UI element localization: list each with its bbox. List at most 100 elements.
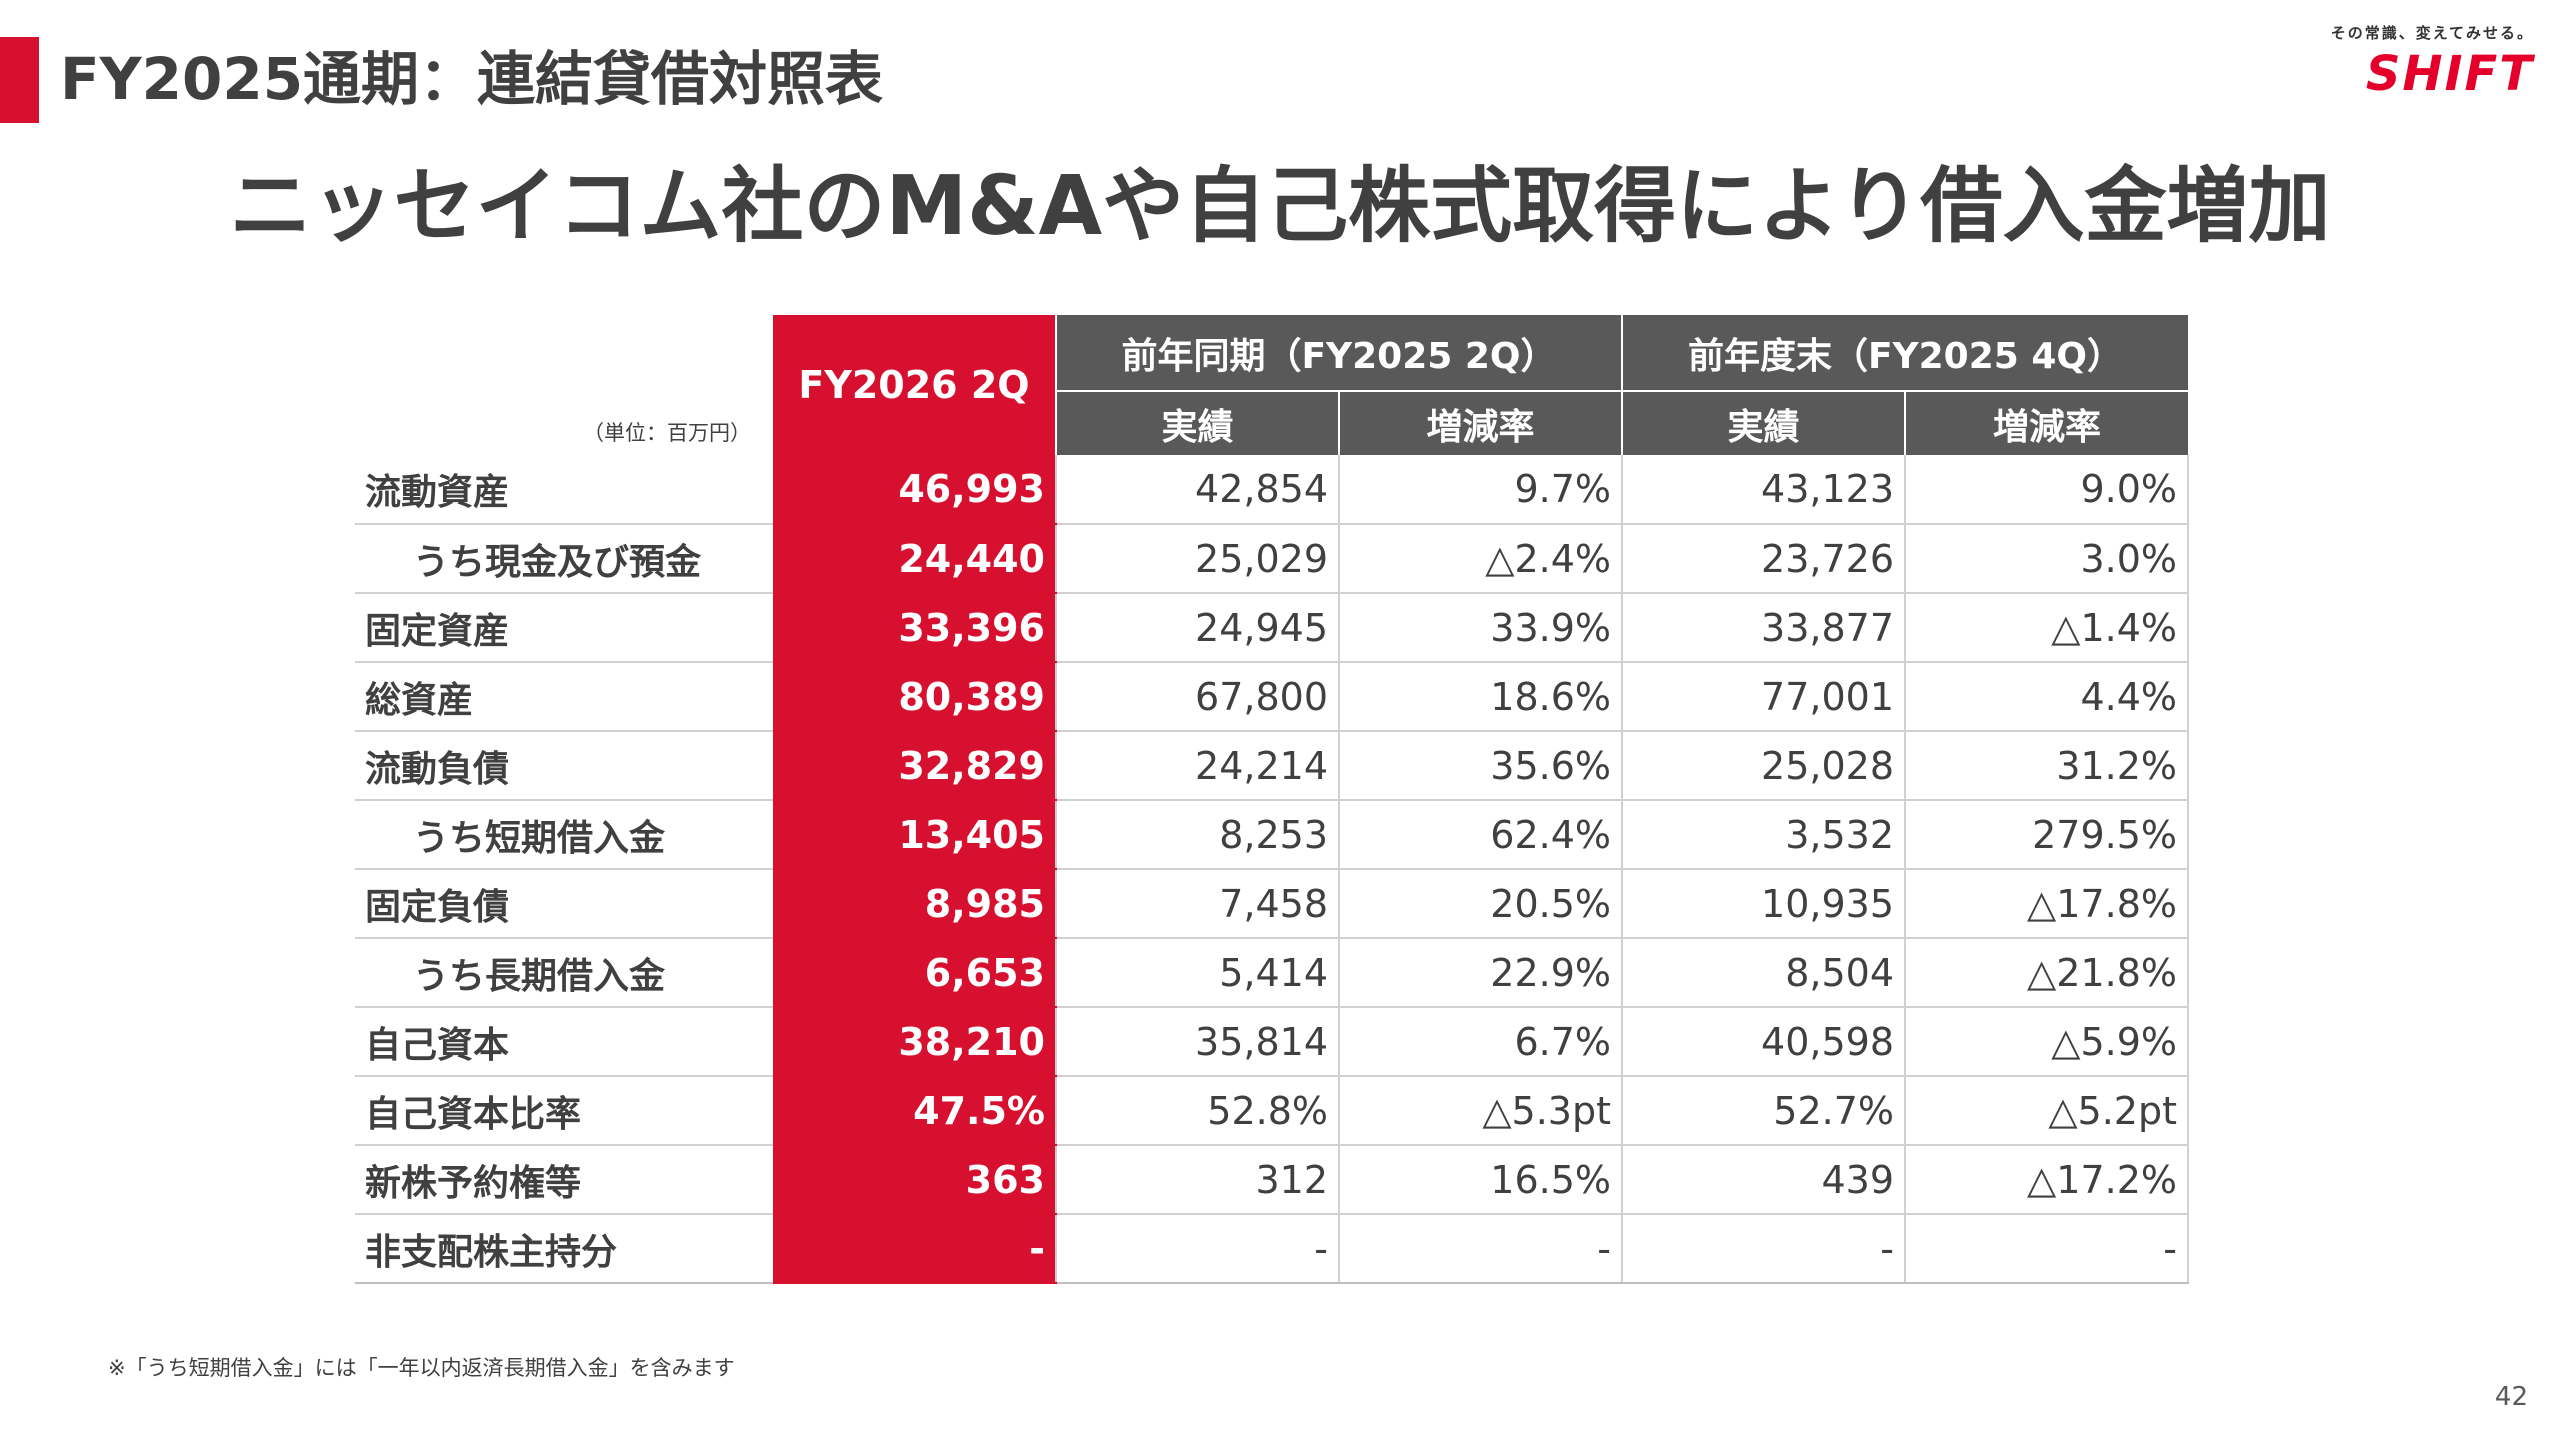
row-label: 固定負債 <box>355 869 773 939</box>
current-value-cell: 363 <box>773 1145 1056 1215</box>
current-value-cell: 6,653 <box>773 938 1056 1008</box>
prior-period-rate-cell: 18.6% <box>1338 662 1622 732</box>
prior-year-end-actual-cell: 3,532 <box>1621 800 1905 870</box>
current-value-cell: - <box>773 1214 1056 1284</box>
prior-year-end-rate-cell: △21.8% <box>1904 938 2189 1008</box>
table-row: うち短期借入金 13,405 8,253 62.4% 3,532 279.5% <box>355 800 2189 870</box>
table-row: 総資産 80,389 67,800 18.6% 77,001 4.4% <box>355 662 2189 732</box>
sub-header-change-rate: 増減率 <box>1338 391 1622 455</box>
prior-period-rate-cell: 22.9% <box>1338 938 1622 1008</box>
prior-year-end-rate-cell: 4.4% <box>1904 662 2189 732</box>
prior-year-end-rate-cell: 3.0% <box>1904 524 2189 594</box>
table-row: 新株予約権等 363 312 16.5% 439 △17.2% <box>355 1145 2189 1215</box>
group-header-prior-year-period: 前年同期（FY2025 2Q） <box>1055 315 1622 392</box>
prior-period-actual-cell: 25,029 <box>1055 524 1339 594</box>
row-label: うち現金及び預金 <box>355 524 773 594</box>
prior-year-end-actual-cell: - <box>1621 1214 1905 1284</box>
row-label: 総資産 <box>355 662 773 732</box>
current-value-cell: 46,993 <box>773 455 1056 525</box>
table-row: うち長期借入金 6,653 5,414 22.9% 8,504 △21.8% <box>355 938 2189 1008</box>
prior-period-actual-cell: 42,854 <box>1055 455 1339 525</box>
prior-period-actual-cell: 7,458 <box>1055 869 1339 939</box>
prior-period-actual-cell: 67,800 <box>1055 662 1339 732</box>
table-row: うち現金及び預金 24,440 25,029 △2.4% 23,726 3.0% <box>355 524 2189 594</box>
prior-period-rate-cell: 16.5% <box>1338 1145 1622 1215</box>
row-label: 非支配株主持分 <box>355 1214 773 1284</box>
sub-header-actual: 実績 <box>1055 391 1339 455</box>
prior-period-actual-cell: - <box>1055 1214 1339 1284</box>
current-value-cell: 47.5% <box>773 1076 1056 1146</box>
headline: ニッセイコム社のM&Aや自己株式取得により借入金増加 <box>229 159 2331 254</box>
group-header-prior-year-end: 前年度末（FY2025 4Q） <box>1621 315 2188 392</box>
title-accent-bar <box>0 37 39 123</box>
prior-period-rate-cell: △5.3pt <box>1338 1076 1622 1146</box>
prior-period-rate-cell: 6.7% <box>1338 1007 1622 1077</box>
prior-year-end-actual-cell: 10,935 <box>1621 869 1905 939</box>
sub-header-actual: 実績 <box>1621 391 1905 455</box>
prior-year-end-actual-cell: 43,123 <box>1621 455 1905 525</box>
logo-tagline: その常識、変えてみせる。 <box>2330 24 2534 42</box>
table-row: 流動負債 32,829 24,214 35.6% 25,028 31.2% <box>355 731 2189 801</box>
table-row: 固定資産 33,396 24,945 33.9% 33,877 △1.4% <box>355 593 2189 663</box>
prior-period-rate-cell: △2.4% <box>1338 524 1622 594</box>
prior-period-actual-cell: 312 <box>1055 1145 1339 1215</box>
prior-year-end-actual-cell: 52.7% <box>1621 1076 1905 1146</box>
prior-period-actual-cell: 35,814 <box>1055 1007 1339 1077</box>
prior-year-end-actual-cell: 40,598 <box>1621 1007 1905 1077</box>
prior-year-end-actual-cell: 33,877 <box>1621 593 1905 663</box>
row-label: うち長期借入金 <box>355 938 773 1008</box>
prior-period-rate-cell: - <box>1338 1214 1622 1284</box>
prior-year-end-rate-cell: △17.2% <box>1904 1145 2189 1215</box>
prior-period-rate-cell: 33.9% <box>1338 593 1622 663</box>
row-label: 流動負債 <box>355 731 773 801</box>
prior-period-rate-cell: 20.5% <box>1338 869 1622 939</box>
balance-sheet-table: （単位：百万円） FY2026 2Q 前年同期（FY2025 2Q） 前年度末（… <box>355 315 2189 1284</box>
current-value-cell: 38,210 <box>773 1007 1056 1077</box>
row-label: 自己資本 <box>355 1007 773 1077</box>
row-label: 固定資産 <box>355 593 773 663</box>
current-value-cell: 24,440 <box>773 524 1056 594</box>
prior-year-end-rate-cell: 279.5% <box>1904 800 2189 870</box>
logo-wordmark: SHIFT <box>2365 46 2534 102</box>
prior-year-end-actual-cell: 77,001 <box>1621 662 1905 732</box>
table-row: 自己資本比率 47.5% 52.8% △5.3pt 52.7% △5.2pt <box>355 1076 2189 1146</box>
prior-year-end-rate-cell: 31.2% <box>1904 731 2189 801</box>
slide-title: FY2025通期：連結貸借対照表 <box>60 45 884 113</box>
row-label: 流動資産 <box>355 455 773 525</box>
prior-period-actual-cell: 5,414 <box>1055 938 1339 1008</box>
footnote: ※「うち短期借入金」には「一年以内返済長期借入金」を含みます <box>108 1356 735 1380</box>
prior-period-actual-cell: 24,945 <box>1055 593 1339 663</box>
table-row: 流動資産 46,993 42,854 9.7% 43,123 9.0% <box>355 455 2189 525</box>
row-label: うち短期借入金 <box>355 800 773 870</box>
prior-period-rate-cell: 9.7% <box>1338 455 1622 525</box>
prior-year-end-rate-cell: △5.9% <box>1904 1007 2189 1077</box>
row-label: 新株予約権等 <box>355 1145 773 1215</box>
prior-period-actual-cell: 8,253 <box>1055 800 1339 870</box>
row-label: 自己資本比率 <box>355 1076 773 1146</box>
prior-year-end-rate-cell: - <box>1904 1214 2189 1284</box>
prior-period-rate-cell: 62.4% <box>1338 800 1622 870</box>
prior-year-end-actual-cell: 23,726 <box>1621 524 1905 594</box>
table-body: 流動資産 46,993 42,854 9.7% 43,123 9.0% うち現金及び預金 24… <box>355 455 2189 1284</box>
prior-period-rate-cell: 35.6% <box>1338 731 1622 801</box>
prior-year-end-actual-cell: 25,028 <box>1621 731 1905 801</box>
page-number: 42 <box>2494 1382 2528 1412</box>
prior-period-actual-cell: 24,214 <box>1055 731 1339 801</box>
table-row: 自己資本 38,210 35,814 6.7% 40,598 △5.9% <box>355 1007 2189 1077</box>
current-value-cell: 13,405 <box>773 800 1056 870</box>
current-value-cell: 32,829 <box>773 731 1056 801</box>
table-row: 固定負債 8,985 7,458 20.5% 10,935 △17.8% <box>355 869 2189 939</box>
main-column-header: FY2026 2Q <box>773 315 1056 455</box>
current-value-cell: 8,985 <box>773 869 1056 939</box>
current-value-cell: 80,389 <box>773 662 1056 732</box>
table-row: 非支配株主持分 - - - - - <box>355 1214 2189 1284</box>
sub-header-change-rate: 増減率 <box>1904 391 2188 455</box>
unit-label: （単位：百万円） <box>583 421 751 445</box>
prior-year-end-rate-cell: 9.0% <box>1904 455 2189 525</box>
prior-year-end-actual-cell: 439 <box>1621 1145 1905 1215</box>
prior-year-end-rate-cell: △5.2pt <box>1904 1076 2189 1146</box>
prior-year-end-actual-cell: 8,504 <box>1621 938 1905 1008</box>
prior-period-actual-cell: 52.8% <box>1055 1076 1339 1146</box>
prior-year-end-rate-cell: △17.8% <box>1904 869 2189 939</box>
prior-year-end-rate-cell: △1.4% <box>1904 593 2189 663</box>
